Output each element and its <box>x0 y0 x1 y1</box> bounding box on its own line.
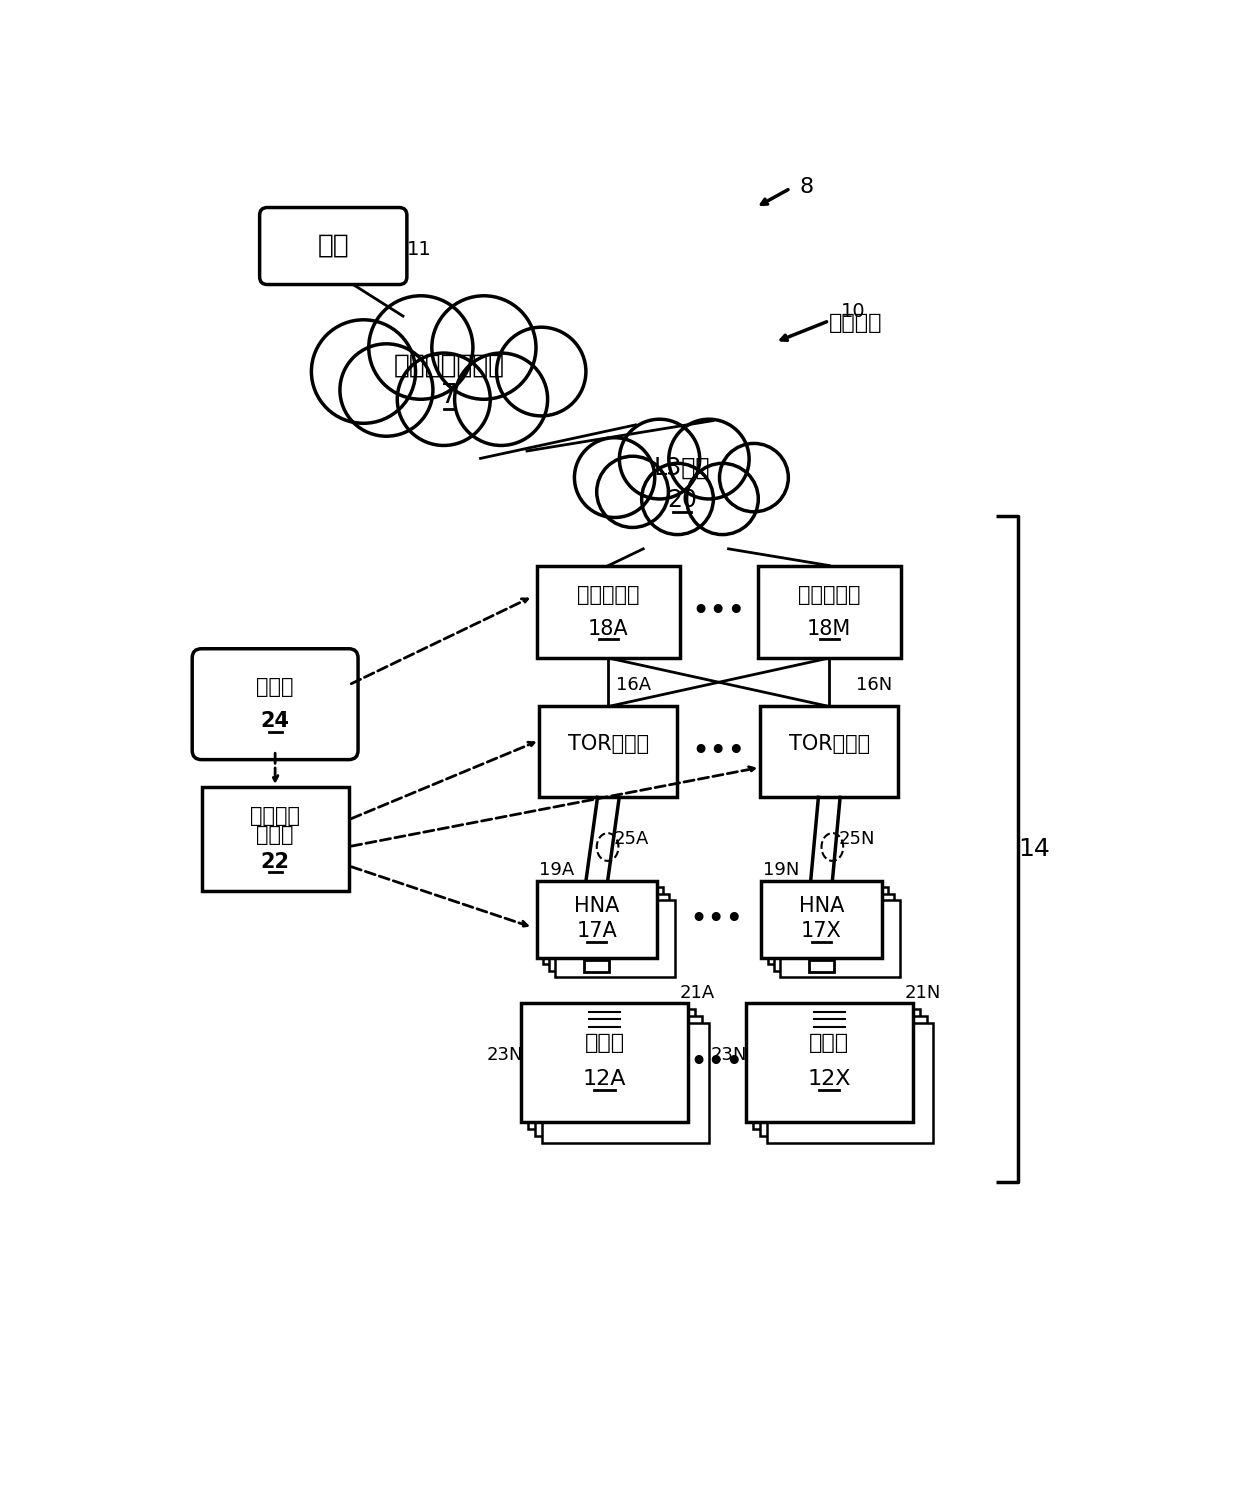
Text: L3网络: L3网络 <box>653 455 711 480</box>
Text: 25A: 25A <box>614 831 650 849</box>
Text: •••: ••• <box>689 906 744 934</box>
Text: HNA: HNA <box>799 895 844 916</box>
Bar <box>543 888 663 964</box>
Text: TOR交换机: TOR交换机 <box>568 734 649 755</box>
Text: 14: 14 <box>1019 837 1050 861</box>
Bar <box>536 1016 702 1135</box>
Text: 8: 8 <box>800 176 813 197</box>
Bar <box>521 1003 688 1122</box>
Bar <box>542 1024 709 1143</box>
Text: HNA: HNA <box>574 895 620 916</box>
Bar <box>584 959 609 973</box>
Text: 服务器: 服务器 <box>584 1032 625 1053</box>
Text: 20: 20 <box>667 488 697 512</box>
Circle shape <box>719 443 789 512</box>
Circle shape <box>496 327 585 416</box>
Bar <box>761 882 882 958</box>
Circle shape <box>432 295 536 400</box>
Text: 18A: 18A <box>588 619 629 639</box>
Text: 16A: 16A <box>616 676 651 694</box>
Text: 11: 11 <box>407 240 432 260</box>
Bar <box>539 707 677 797</box>
Text: 数据中心: 数据中心 <box>830 313 883 333</box>
Bar <box>549 894 670 971</box>
Bar <box>753 1010 920 1129</box>
Text: TOR交换机: TOR交换机 <box>789 734 869 755</box>
Text: 虚拟网络: 虚拟网络 <box>250 806 300 827</box>
Circle shape <box>455 354 548 446</box>
Text: 16N: 16N <box>857 676 893 694</box>
Text: 17A: 17A <box>577 922 618 941</box>
Bar <box>537 565 680 658</box>
Text: •••: ••• <box>691 737 745 767</box>
Bar <box>528 1010 694 1129</box>
Text: 21A: 21A <box>680 985 715 1003</box>
Text: 服务器: 服务器 <box>810 1032 849 1053</box>
Bar <box>808 959 833 973</box>
Text: 21N: 21N <box>905 985 941 1003</box>
Bar <box>556 900 676 977</box>
Circle shape <box>641 464 713 534</box>
Circle shape <box>668 419 749 498</box>
FancyBboxPatch shape <box>192 649 358 759</box>
Bar <box>760 1016 926 1135</box>
Text: 24: 24 <box>260 712 290 731</box>
Bar <box>746 1003 913 1122</box>
Circle shape <box>574 437 655 518</box>
Circle shape <box>687 464 759 534</box>
Text: 监管者: 监管者 <box>257 677 294 697</box>
Text: 22: 22 <box>260 852 290 871</box>
Text: 架式交换机: 架式交换机 <box>799 585 861 604</box>
Text: 25N: 25N <box>838 831 875 849</box>
Circle shape <box>397 354 490 446</box>
Circle shape <box>340 343 433 436</box>
Text: 控制器: 控制器 <box>257 825 294 844</box>
Text: 18M: 18M <box>807 619 852 639</box>
Bar <box>774 894 894 971</box>
Text: 19A: 19A <box>538 861 574 879</box>
Bar <box>758 565 901 658</box>
Bar <box>780 900 900 977</box>
Text: •••: ••• <box>691 597 745 627</box>
Text: 7: 7 <box>441 383 458 409</box>
Text: 17X: 17X <box>801 922 842 941</box>
FancyBboxPatch shape <box>259 207 407 285</box>
Text: 服务提供方网络: 服务提供方网络 <box>394 352 505 379</box>
Text: •••: ••• <box>689 1047 744 1077</box>
Bar <box>537 882 657 958</box>
Text: 23N: 23N <box>711 1046 748 1064</box>
Bar <box>201 786 348 891</box>
Bar <box>768 888 888 964</box>
Circle shape <box>596 457 668 528</box>
Text: 架式交换机: 架式交换机 <box>577 585 640 604</box>
Circle shape <box>311 319 415 424</box>
Bar <box>760 707 898 797</box>
Text: 12A: 12A <box>583 1070 626 1089</box>
Bar <box>766 1024 934 1143</box>
Text: 19N: 19N <box>764 861 800 879</box>
Text: 客户: 客户 <box>317 233 350 260</box>
Text: 12X: 12X <box>807 1070 851 1089</box>
Text: 10: 10 <box>841 301 866 321</box>
Text: 23N: 23N <box>486 1046 523 1064</box>
Circle shape <box>620 419 699 498</box>
Circle shape <box>368 295 472 400</box>
